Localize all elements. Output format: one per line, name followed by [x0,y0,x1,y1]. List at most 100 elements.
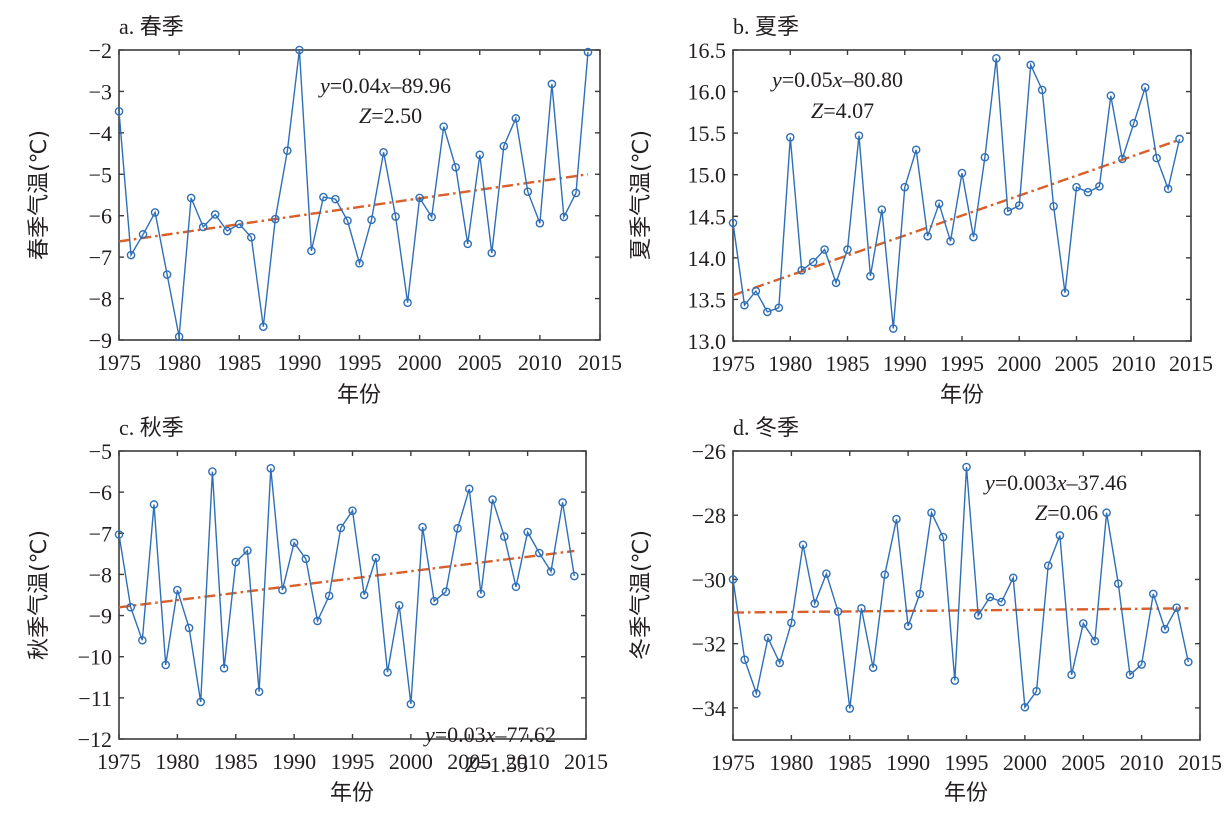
data-point-1978 [763,633,773,643]
y-tick-label: −3 [89,79,112,104]
data-point-1996 [969,232,978,242]
data-point-2007 [499,141,509,151]
data-point-1987 [868,663,878,673]
data-point-2014 [570,571,579,581]
data-point-1983 [822,569,831,578]
mk-z-statistic: Z=0.06 [1035,500,1098,525]
data-point-1975 [728,575,738,584]
data-point-2003 [451,162,461,172]
data-point-2000 [406,699,416,709]
data-point-1999 [1008,573,1018,583]
data-point-1993 [324,591,334,601]
y-tick-label: −6 [89,204,112,229]
data-point-2006 [476,589,486,599]
data-point-1999 [403,298,412,308]
y-tick-label: 16.0 [688,80,727,105]
equation-slope: =0.03 [435,722,486,747]
data-point-1990 [289,538,299,548]
data-point-2006 [487,248,497,258]
equation-y: y [983,470,995,495]
data-point-1990 [903,621,913,631]
x-tick-label: 1980 [155,749,199,774]
y-tick-label: −34 [692,696,726,721]
data-point-1977 [138,635,147,645]
data-point-2011 [547,79,557,89]
data-point-1986 [246,232,256,242]
x-tick-label: 1995 [940,351,984,376]
data-point-2010 [535,218,545,228]
data-point-2014 [1184,657,1193,667]
x-axis-title: 年份 [944,781,988,806]
equation-y: y [770,67,782,92]
z-symbol: Z [1035,500,1048,525]
equation-y: y [318,73,330,98]
y-tick-label: −5 [89,439,112,464]
data-point-1984 [833,607,843,616]
data-point-1985 [234,219,244,229]
mk-z-statistic: Z=2.50 [359,103,422,128]
equation-x: x [485,722,496,747]
data-point-1988 [880,570,890,579]
data-point-2010 [1129,118,1139,128]
x-tick-label: 2010 [1112,351,1156,376]
data-point-1989 [283,146,292,155]
data-point-2013 [1163,184,1173,194]
x-tick-label: 1980 [769,750,813,775]
data-point-2002 [429,596,439,606]
y-tick-label: −12 [78,727,112,752]
data-point-1998 [383,668,392,677]
x-tick-label: 2005 [458,350,502,375]
data-point-1991 [301,554,311,564]
temperature-series-line [732,58,1181,329]
data-point-2008 [1113,579,1123,588]
x-tick-label: 2015 [578,350,622,375]
temperature-series-line [118,49,589,337]
data-point-2005 [1078,619,1088,628]
data-point-1995 [355,259,364,268]
y-tick-label: −7 [89,245,112,270]
data-point-1975 [728,218,738,228]
data-point-2009 [523,187,533,196]
panel-title: a. 春季 [119,14,184,39]
data-point-1995 [348,506,357,515]
x-tick-label: 2000 [997,351,1041,376]
x-tick-label: 2015 [1169,351,1213,376]
data-point-1976 [126,603,135,612]
equation-intercept: –77.62 [494,722,556,747]
data-point-2008 [511,114,521,123]
data-point-2003 [1049,202,1058,211]
data-point-1978 [150,208,160,217]
data-point-1980 [787,618,796,628]
y-tick-label: −7 [89,521,112,546]
y-tick-label: 15.0 [688,163,727,188]
panel-summer: b. 夏季 年份 夏季气温(℃) 1975 1980 1985 1990 1995 200… [629,14,1213,408]
data-point-2005 [475,150,485,160]
x-tick-label: 2010 [518,350,562,375]
z-symbol: Z [811,98,824,123]
x-tick-label: 1985 [214,749,258,774]
panel-title: b. 夏季 [733,14,799,39]
equation-intercept: –80.80 [841,67,903,92]
x-tick-label: 1990 [272,749,316,774]
x-tick-label: 2000 [398,350,442,375]
equation-intercept: –89.96 [389,73,451,98]
data-point-1992 [927,508,936,517]
data-point-1985 [845,704,855,713]
y-tick-label: −9 [89,328,112,353]
data-point-2006 [1083,187,1093,197]
data-point-1979 [774,303,784,313]
data-point-1994 [336,523,346,533]
temperature-series-line [732,467,1189,710]
data-point-2003 [1055,531,1065,540]
trend-line [118,173,589,243]
data-point-1999 [1003,206,1013,216]
data-point-2008 [1106,91,1116,101]
y-tick-label: −9 [89,604,112,629]
data-point-1982 [808,257,818,267]
data-point-1996 [973,611,983,620]
panel-title: c. 秋季 [119,415,184,440]
data-point-1985 [843,245,852,254]
y-tick-label: −26 [692,439,726,464]
x-tick-label: 2015 [1178,750,1222,775]
data-point-2003 [441,587,451,597]
